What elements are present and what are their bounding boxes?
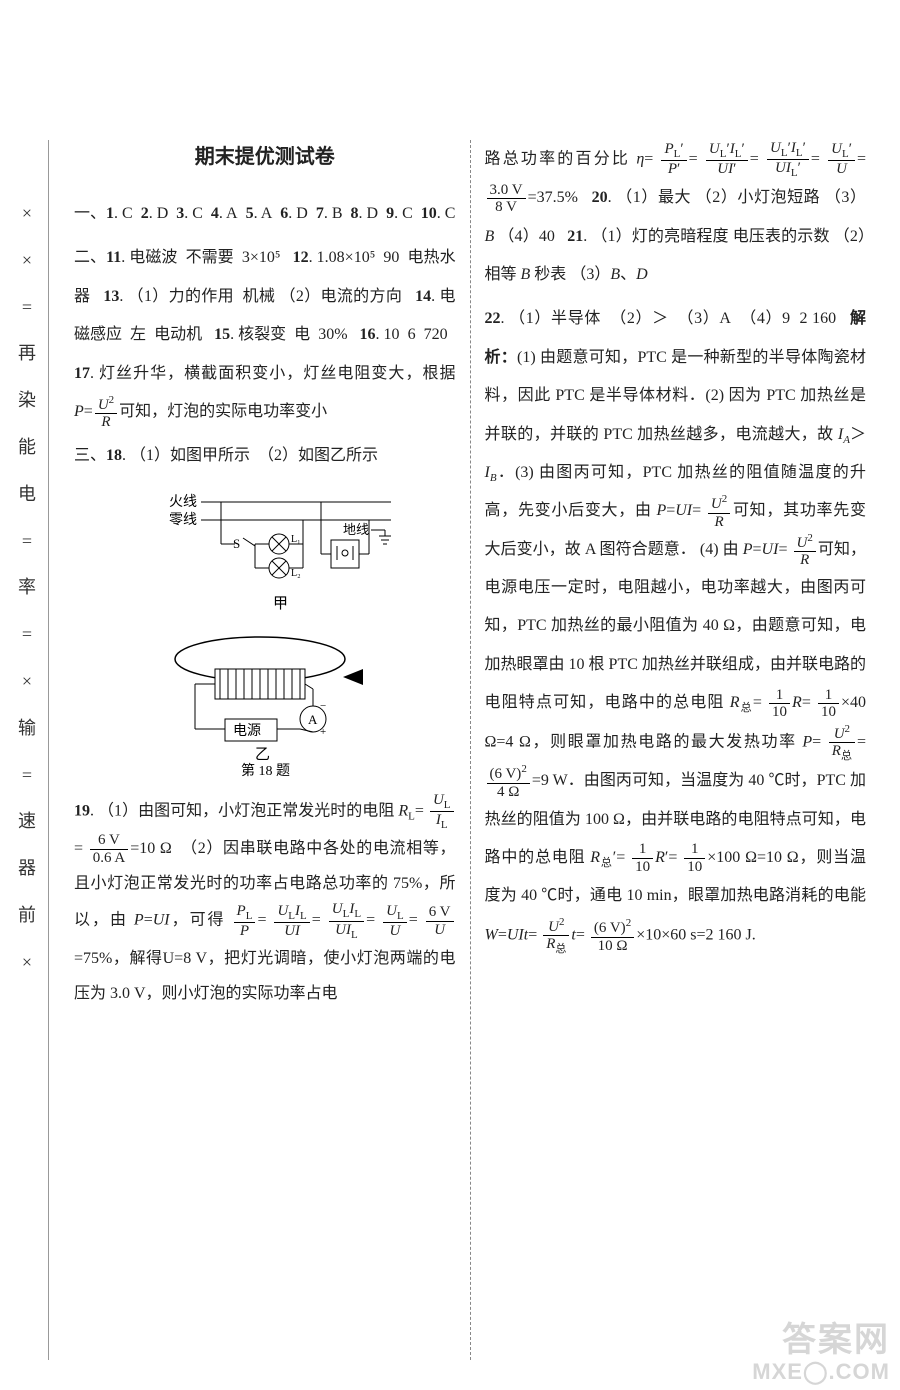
neutral-wire-label: 零线 [169,512,197,528]
margin-divider [48,140,49,1360]
svg-text:乙: 乙 [255,747,270,763]
section-one: 一、1. C 2. D 3. C 4. A 5. A 6. D 7. B 8. … [74,195,456,233]
svg-text:第 18 题: 第 18 题 [241,762,290,779]
circuit-diagram-1: 火线 零线 S L₁ L₂ [74,486,456,621]
q19-text: 19. （1）由图可知，小灯泡正常发光时的电阻 RL= ULIL= 6 V0.6… [74,792,456,1011]
svg-text:S: S [233,536,240,551]
q19-continued: 路总功率的百分比 η= PL′P′= UL′IL′UI′= UL′IL′UIL′… [485,140,867,294]
ground-wire-label: 地线 [343,522,369,537]
svg-text:A: A [308,712,318,727]
watermark: 答案网 MXE◯.COM [752,1322,890,1384]
right-column: 路总功率的百分比 η= PL′P′= UL′IL′UI′= UL′IL′UIL′… [471,140,881,1360]
section-two: 二、11. 电磁波 不需要 3×10⁵ 12. 1.08×10⁵ 90 电热水器… [74,239,456,431]
watermark-line2: MXE◯.COM [752,1360,890,1384]
svg-text:甲: 甲 [273,596,288,612]
svg-text:L₂: L₂ [291,568,301,579]
section-three-header: 三、18. （1）如图甲所示 （2）如图乙所示 [74,437,456,475]
circuit-diagram-2: 电源 A − + 乙 第 18 题 [74,631,456,786]
svg-text:+: + [320,726,326,738]
page-title: 期末提优测试卷 [74,140,456,169]
power-source-label: 电源 [233,723,261,739]
page-wrapper: 期末提优测试卷 一、1. C 2. D 3. C 4. A 5. A 6. D … [0,0,900,1390]
left-margin-strip: ×× =再 染能 电= 率= ×输 =速 器 前× [12,190,42,986]
svg-text:−: − [320,700,326,712]
watermark-line1: 答案网 [752,1322,890,1359]
left-column: 期末提优测试卷 一、1. C 2. D 3. C 4. A 5. A 6. D … [60,140,471,1360]
svg-text:L₁: L₁ [291,534,301,545]
q22-text: 22. （1）半导体 （2）＞ （3）A （4）9 2 160 解析：(1) 由… [485,300,867,955]
live-wire-label: 火线 [169,494,197,510]
